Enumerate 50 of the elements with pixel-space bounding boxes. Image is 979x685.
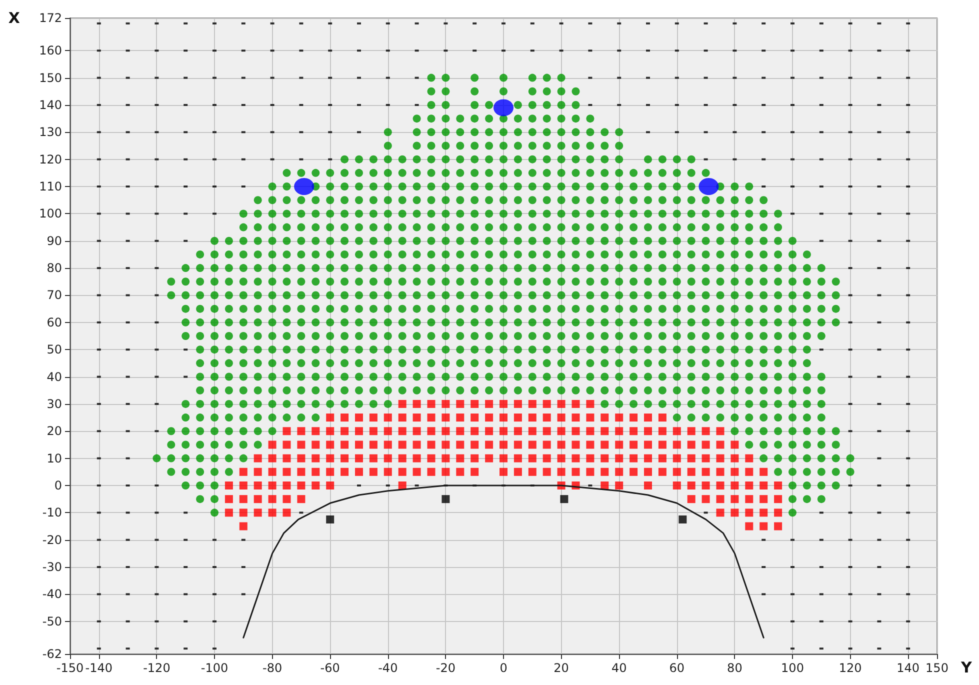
x-tick-label: 140 bbox=[896, 661, 920, 675]
y-axis-title: X bbox=[8, 9, 20, 27]
x-tick-label: 80 bbox=[727, 661, 742, 675]
x-tick-label: 60 bbox=[669, 661, 685, 675]
x-tick-label: 120 bbox=[838, 661, 862, 675]
x-tick-label: -140 bbox=[85, 661, 113, 675]
point bbox=[326, 515, 334, 524]
y-tick-label: 10 bbox=[46, 451, 62, 466]
y-tick-label: 20 bbox=[46, 424, 62, 438]
y-tick-label: 150 bbox=[39, 70, 62, 85]
x-tick-label: -40 bbox=[378, 661, 398, 675]
y-tick-label: 50 bbox=[46, 342, 62, 357]
y-tick-label: 100 bbox=[39, 206, 62, 221]
x-tick-label: 0 bbox=[500, 661, 508, 675]
x-tick-label: -100 bbox=[200, 661, 228, 675]
x-tick-label: -20 bbox=[436, 661, 456, 675]
x-axis-title: Y bbox=[960, 658, 973, 676]
y-tick-label: 30 bbox=[46, 396, 62, 411]
y-tick-label: -50 bbox=[42, 614, 62, 628]
x-tick-label: -60 bbox=[320, 661, 340, 675]
y-tick-label: -10 bbox=[42, 506, 62, 520]
y-tick-label: 130 bbox=[39, 125, 62, 140]
y-tick-label: -40 bbox=[42, 587, 62, 602]
x-tick-label: -150 bbox=[56, 661, 84, 675]
x-tick-label: -80 bbox=[262, 661, 282, 675]
point bbox=[494, 99, 514, 116]
y-tick-label: 80 bbox=[46, 261, 62, 276]
y-tick-label: 40 bbox=[46, 370, 62, 384]
x-tick-label: 150 bbox=[926, 661, 948, 675]
x-tick-label: -120 bbox=[143, 661, 170, 675]
x-tick-label: 20 bbox=[554, 661, 569, 675]
y-tick-label: -30 bbox=[42, 560, 62, 574]
y-tick-label: 60 bbox=[46, 315, 62, 330]
y-tick-label: 0 bbox=[54, 478, 62, 492]
y-tick-label: 160 bbox=[39, 44, 62, 58]
y-tick-label: 90 bbox=[46, 234, 62, 248]
point bbox=[678, 515, 687, 524]
point bbox=[698, 178, 719, 196]
y-tick-label: 120 bbox=[39, 152, 62, 166]
x-tick-label: 40 bbox=[611, 661, 627, 675]
y-tick-label: 172 bbox=[39, 11, 62, 25]
point bbox=[294, 178, 314, 196]
y-tick-label: -62 bbox=[42, 647, 62, 661]
y-tick-label: 110 bbox=[39, 180, 62, 194]
x-tick-label: 100 bbox=[781, 661, 804, 675]
y-tick-label: 70 bbox=[46, 288, 62, 302]
y-tick-label: 140 bbox=[39, 98, 62, 112]
point bbox=[560, 495, 568, 504]
point bbox=[442, 495, 450, 504]
y-tick-label: -20 bbox=[42, 532, 62, 547]
